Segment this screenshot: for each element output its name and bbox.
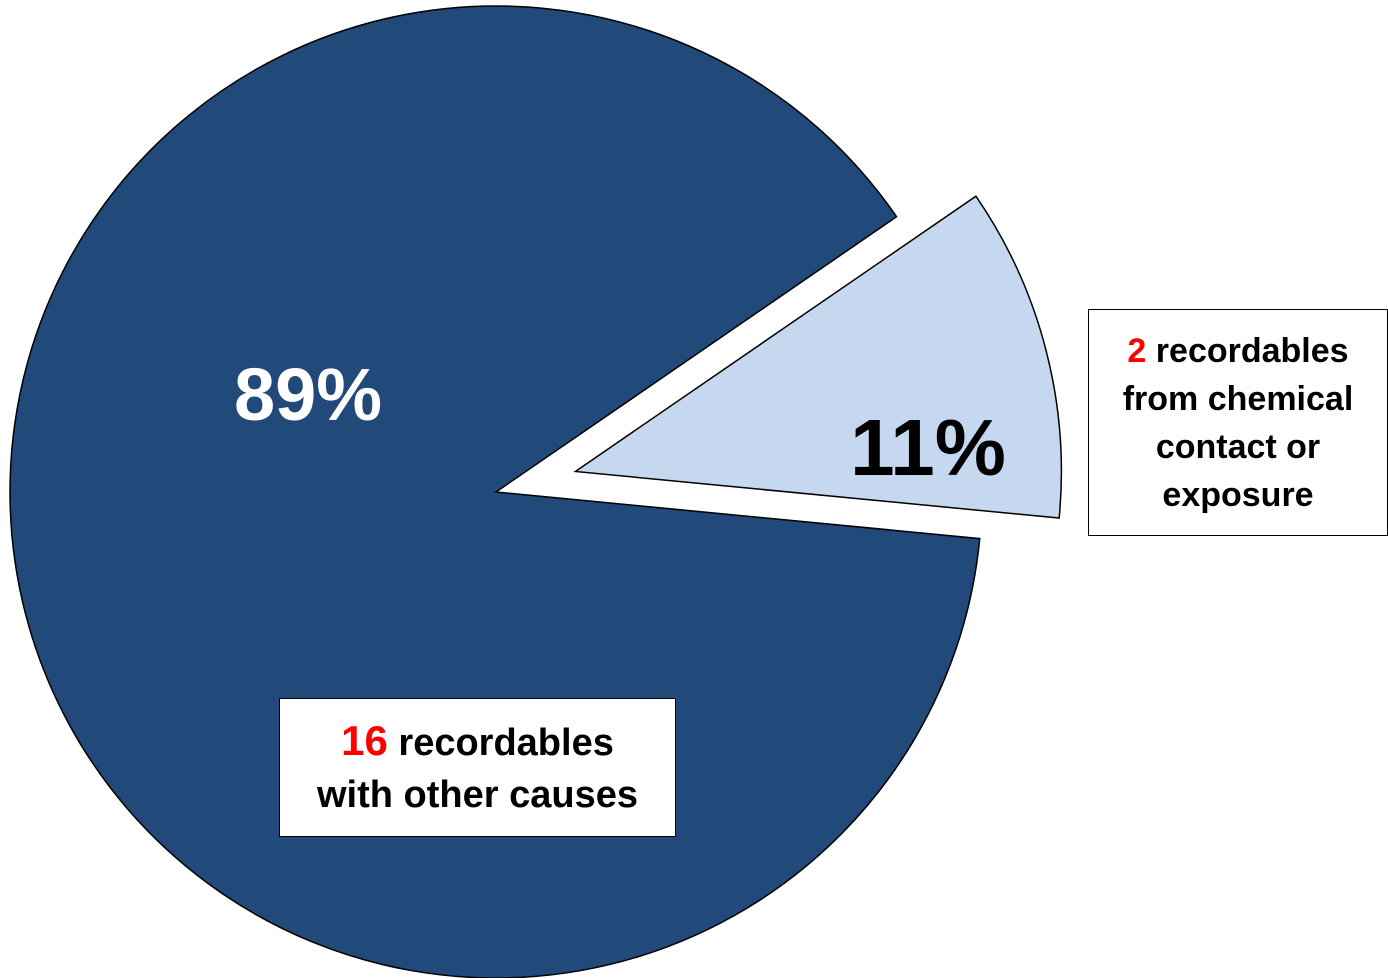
callout-other-causes: 16 recordables with other causes <box>279 698 676 837</box>
callout-other-causes-count: 16 <box>341 716 388 764</box>
callout-chemical-text2: from chemical <box>1122 379 1354 418</box>
callout-chemical-text1: recordables <box>1155 331 1349 370</box>
callout-chemical-text4: exposure <box>1162 475 1314 514</box>
callout-chemical-line1: 2 recordables <box>1089 327 1387 375</box>
callout-chemical-text3: contact or <box>1155 427 1321 466</box>
pie-slice-other-causes <box>9 5 981 978</box>
callout-chemical-count: 2 <box>1127 331 1147 370</box>
callout-other-causes-line1: 16 recordables <box>280 715 675 769</box>
callout-other-causes-text2: with other causes <box>317 773 638 816</box>
slice-percent-label-chemical-exposure: 11% <box>850 403 1006 492</box>
slice-percent-label-other-causes: 89% <box>234 353 382 436</box>
callout-other-causes-text1: recordables <box>398 721 614 764</box>
pie-slice-chemical-exposure <box>573 195 1063 519</box>
callout-chemical-exposure: 2 recordables from chemical contact or e… <box>1088 309 1388 536</box>
